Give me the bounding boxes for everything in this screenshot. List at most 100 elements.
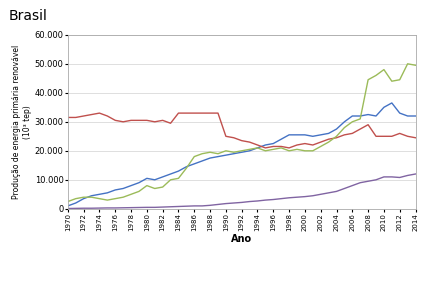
- OUTRAS RENOVÁVEIS: [137, 206, 142, 209]
- LENHA: [192, 111, 197, 115]
- OUTRAS RENOVÁVEIS: [263, 198, 268, 202]
- OUTRAS RENOVÁVEIS: [247, 200, 252, 203]
- LENHA: [294, 143, 299, 147]
- OUTRAS RENOVÁVEIS: [405, 174, 410, 177]
- OUTRAS RENOVÁVEIS: [287, 196, 292, 200]
- HIDRÁULICA: [381, 106, 386, 109]
- PRODUTOS DA CANA-DE-AÇÚCAR: [334, 135, 339, 138]
- HIDRÁULICA: [310, 135, 315, 138]
- OUTRAS RENOVÁVEIS: [215, 203, 220, 206]
- OUTRAS RENOVÁVEIS: [89, 206, 94, 210]
- LENHA: [239, 139, 244, 142]
- PRODUTOS DA CANA-DE-AÇÚCAR: [176, 177, 181, 180]
- Line: HIDRÁULICA: HIDRÁULICA: [68, 103, 416, 206]
- LENHA: [365, 123, 371, 126]
- LENHA: [223, 135, 229, 138]
- PRODUTOS DA CANA-DE-AÇÚCAR: [184, 166, 189, 170]
- LENHA: [113, 119, 118, 122]
- HIDRÁULICA: [342, 120, 347, 124]
- HIDRÁULICA: [73, 201, 78, 205]
- HIDRÁULICA: [128, 184, 134, 187]
- Line: PRODUTOS DA CANA-DE-AÇÚCAR: PRODUTOS DA CANA-DE-AÇÚCAR: [68, 64, 416, 202]
- OUTRAS RENOVÁVEIS: [310, 194, 315, 197]
- HIDRÁULICA: [160, 175, 165, 179]
- HIDRÁULICA: [287, 133, 292, 137]
- HIDRÁULICA: [184, 165, 189, 168]
- PRODUTOS DA CANA-DE-AÇÚCAR: [397, 78, 402, 81]
- OUTRAS RENOVÁVEIS: [184, 204, 189, 208]
- LENHA: [73, 116, 78, 119]
- PRODUTOS DA CANA-DE-AÇÚCAR: [326, 140, 331, 144]
- LENHA: [184, 111, 189, 115]
- OUTRAS RENOVÁVEIS: [334, 190, 339, 193]
- LENHA: [413, 136, 418, 139]
- HIDRÁULICA: [200, 159, 205, 163]
- LENHA: [358, 127, 363, 131]
- OUTRAS RENOVÁVEIS: [365, 180, 371, 183]
- PRODUTOS DA CANA-DE-AÇÚCAR: [247, 148, 252, 151]
- Line: OUTRAS RENOVÁVEIS: OUTRAS RENOVÁVEIS: [68, 174, 416, 209]
- LENHA: [302, 142, 307, 145]
- HIDRÁULICA: [318, 133, 323, 137]
- LENHA: [176, 111, 181, 115]
- LENHA: [152, 120, 157, 124]
- HIDRÁULICA: [302, 133, 307, 137]
- OUTRAS RENOVÁVEIS: [374, 178, 379, 182]
- LENHA: [342, 133, 347, 137]
- OUTRAS RENOVÁVEIS: [223, 202, 229, 205]
- PRODUTOS DA CANA-DE-AÇÚCAR: [168, 178, 173, 182]
- HIDRÁULICA: [231, 152, 236, 155]
- HIDRÁULICA: [279, 137, 284, 141]
- HIDRÁULICA: [294, 133, 299, 137]
- HIDRÁULICA: [255, 146, 260, 150]
- HIDRÁULICA: [263, 143, 268, 147]
- HIDRÁULICA: [413, 114, 418, 118]
- LENHA: [263, 146, 268, 150]
- LENHA: [120, 120, 126, 124]
- OUTRAS RENOVÁVEIS: [128, 206, 134, 209]
- HIDRÁULICA: [374, 114, 379, 118]
- OUTRAS RENOVÁVEIS: [113, 206, 118, 210]
- LENHA: [200, 111, 205, 115]
- HIDRÁULICA: [239, 151, 244, 154]
- HIDRÁULICA: [81, 197, 86, 200]
- LENHA: [215, 111, 220, 115]
- LENHA: [287, 146, 292, 150]
- PRODUTOS DA CANA-DE-AÇÚCAR: [105, 198, 110, 202]
- HIDRÁULICA: [207, 156, 212, 160]
- LENHA: [207, 111, 212, 115]
- HIDRÁULICA: [176, 169, 181, 173]
- HIDRÁULICA: [215, 155, 220, 158]
- HIDRÁULICA: [137, 181, 142, 184]
- OUTRAS RENOVÁVEIS: [120, 206, 126, 209]
- LENHA: [334, 136, 339, 139]
- HIDRÁULICA: [389, 101, 394, 105]
- PRODUTOS DA CANA-DE-AÇÚCAR: [81, 195, 86, 199]
- PRODUTOS DA CANA-DE-AÇÚCAR: [389, 79, 394, 83]
- LENHA: [279, 145, 284, 148]
- PRODUTOS DA CANA-DE-AÇÚCAR: [120, 195, 126, 199]
- Y-axis label: Produção de energia primária renovável
(10³ tep): Produção de energia primária renovável (…: [12, 45, 32, 199]
- HIDRÁULICA: [65, 204, 70, 208]
- PRODUTOS DA CANA-DE-AÇÚCAR: [137, 190, 142, 193]
- HIDRÁULICA: [350, 114, 355, 118]
- OUTRAS RENOVÁVEIS: [389, 175, 394, 179]
- OUTRAS RENOVÁVEIS: [200, 204, 205, 208]
- PRODUTOS DA CANA-DE-AÇÚCAR: [350, 120, 355, 124]
- OUTRAS RENOVÁVEIS: [255, 199, 260, 203]
- OUTRAS RENOVÁVEIS: [73, 206, 78, 210]
- PRODUTOS DA CANA-DE-AÇÚCAR: [405, 62, 410, 66]
- OUTRAS RENOVÁVEIS: [326, 191, 331, 195]
- PRODUTOS DA CANA-DE-AÇÚCAR: [231, 151, 236, 154]
- OUTRAS RENOVÁVEIS: [381, 175, 386, 179]
- PRODUTOS DA CANA-DE-AÇÚCAR: [215, 152, 220, 155]
- OUTRAS RENOVÁVEIS: [358, 181, 363, 184]
- LENHA: [81, 114, 86, 118]
- HIDRÁULICA: [105, 191, 110, 195]
- LENHA: [350, 132, 355, 135]
- OUTRAS RENOVÁVEIS: [160, 205, 165, 209]
- HIDRÁULICA: [89, 194, 94, 197]
- PRODUTOS DA CANA-DE-AÇÚCAR: [302, 149, 307, 153]
- OUTRAS RENOVÁVEIS: [302, 195, 307, 198]
- PRODUTOS DA CANA-DE-AÇÚCAR: [192, 155, 197, 158]
